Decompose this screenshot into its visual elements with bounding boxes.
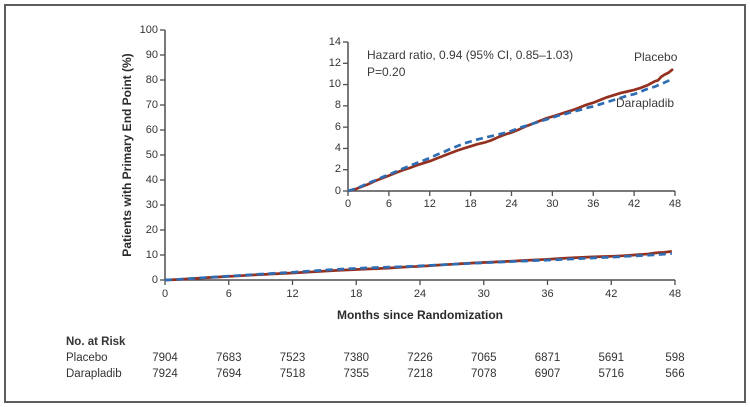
risk-value: 7226 xyxy=(407,352,433,364)
tick-label: 30 xyxy=(145,198,158,211)
tick-label: 20 xyxy=(145,223,158,236)
curve-darapladib xyxy=(347,77,674,193)
risk-value: 7518 xyxy=(279,368,306,380)
curve-darapladib xyxy=(164,252,672,282)
risk-value: 5691 xyxy=(598,352,625,364)
risk-row-label-darapladib: Darapladib xyxy=(66,368,122,380)
risk-value: 7523 xyxy=(279,352,306,364)
tick-label: 30 xyxy=(477,288,490,300)
tick-label: 36 xyxy=(587,198,600,210)
tick-label: 18 xyxy=(464,198,477,210)
tick-label: 12 xyxy=(423,198,436,210)
tick-label: 0 xyxy=(151,273,158,286)
tick-label: 12 xyxy=(286,288,299,300)
series-label-darapladib: Darapladib xyxy=(616,96,675,110)
risk-value: 7355 xyxy=(343,368,370,380)
risk-value: 7904 xyxy=(152,352,178,364)
tick-label: 42 xyxy=(605,288,618,300)
tick-label: 70 xyxy=(145,98,158,111)
tick-label: 8 xyxy=(334,99,341,112)
tick-label: 14 xyxy=(328,35,341,48)
tick-label: 0 xyxy=(344,198,352,210)
series-label-placebo: Placebo xyxy=(634,50,678,64)
tick-label: 36 xyxy=(541,288,554,300)
risk-value: 566 xyxy=(665,368,685,380)
tick-label: 60 xyxy=(145,123,158,136)
tick-label: 0 xyxy=(161,288,169,300)
tick-label: 12 xyxy=(328,56,341,69)
p-value-annotation: P=0.20 xyxy=(367,65,406,79)
tick-label: 18 xyxy=(350,288,363,300)
risk-row-label-placebo: Placebo xyxy=(66,352,108,364)
tick-label: 50 xyxy=(145,148,158,161)
tick-label: 42 xyxy=(628,198,641,210)
tick-label: 0 xyxy=(334,184,341,197)
risk-value: 7694 xyxy=(215,368,242,380)
risk-value: 598 xyxy=(665,352,685,364)
tick-label: 10 xyxy=(145,248,158,261)
risk-value: 7065 xyxy=(470,352,497,364)
tick-label: 6 xyxy=(385,198,392,210)
tick-label: 48 xyxy=(668,288,682,300)
main-x-axis-title: Months since Randomization xyxy=(336,308,503,322)
risk-value: 5716 xyxy=(598,368,625,380)
tick-label: 100 xyxy=(139,23,158,36)
tick-label: 4 xyxy=(334,141,341,154)
hazard-ratio-annotation: Hazard ratio, 0.94 (95% CI, 0.85–1.03) xyxy=(367,48,574,62)
risk-value: 7683 xyxy=(215,352,242,364)
tick-label: 6 xyxy=(225,288,232,300)
tick-label: 24 xyxy=(505,198,518,210)
tick-label: 30 xyxy=(546,198,559,210)
tick-label: 24 xyxy=(413,288,427,300)
tick-label: 90 xyxy=(145,48,158,61)
risk-value: 7078 xyxy=(470,368,497,380)
tick-label: 48 xyxy=(668,198,682,210)
tick-label: 2 xyxy=(334,163,341,176)
risk-value: 6907 xyxy=(534,368,561,380)
risk-value: 7924 xyxy=(152,368,178,380)
tick-label: 40 xyxy=(145,173,158,186)
risk-table-title: No. at Risk xyxy=(66,336,126,348)
risk-value: 7380 xyxy=(343,352,370,364)
tick-label: 6 xyxy=(334,120,341,133)
curve-placebo xyxy=(347,68,674,193)
risk-value: 6871 xyxy=(534,352,561,364)
risk-value: 7218 xyxy=(407,368,433,380)
tick-label: 10 xyxy=(328,78,341,91)
figure-frame-border xyxy=(4,4,746,403)
tick-label: 80 xyxy=(145,73,158,86)
